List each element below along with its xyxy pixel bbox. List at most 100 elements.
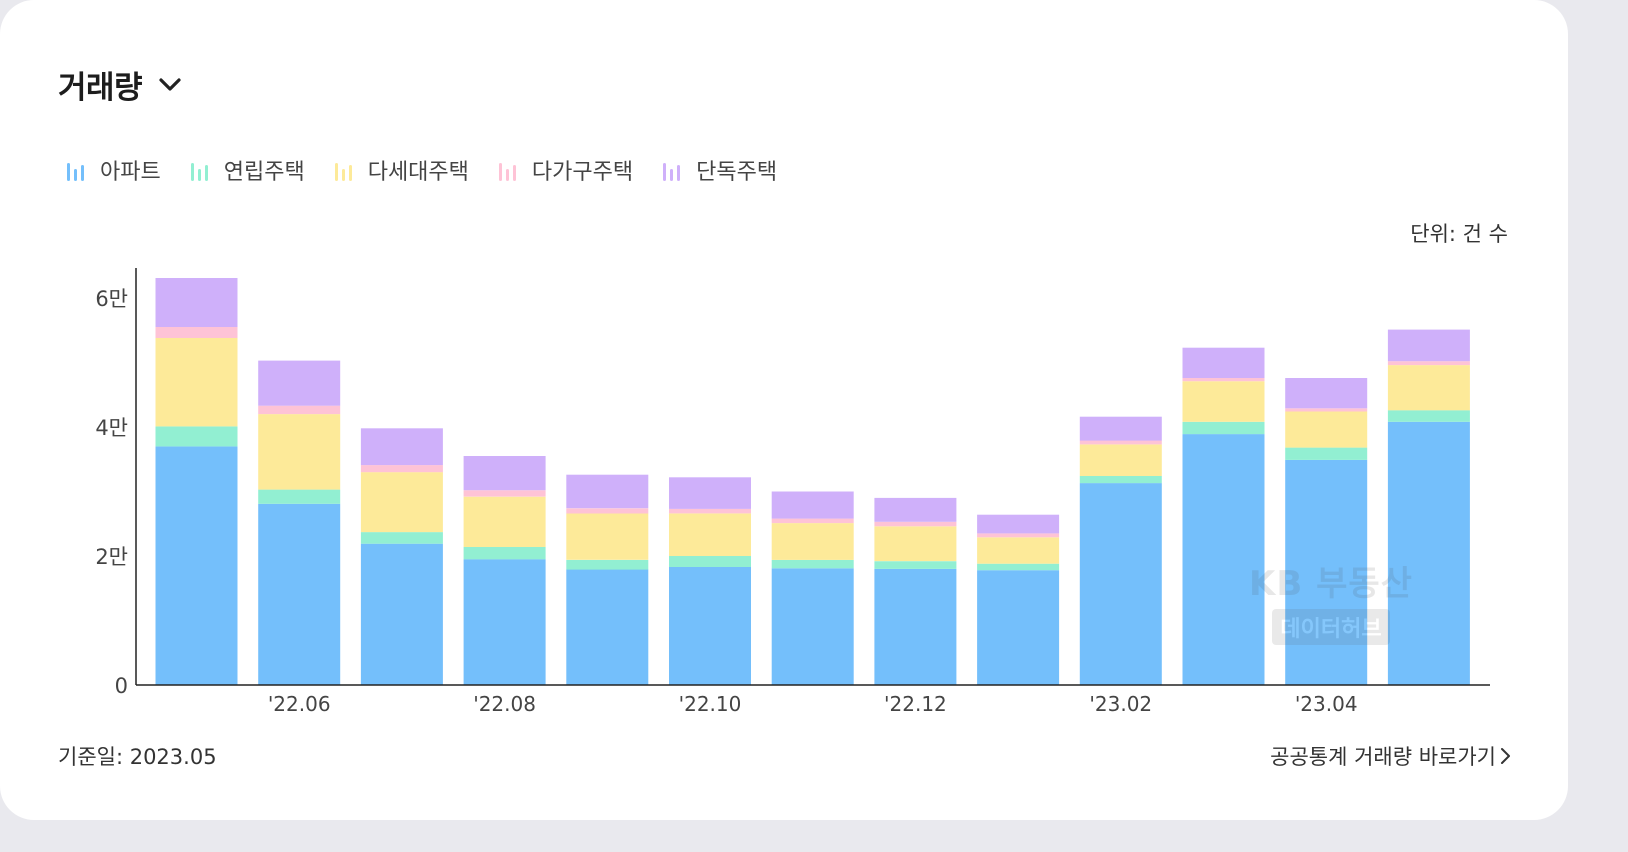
x-tick-label: '22.12 — [884, 692, 947, 716]
bar-segment[interactable] — [1079, 483, 1162, 685]
bar-segment[interactable] — [155, 278, 238, 327]
bar-segment[interactable] — [155, 327, 238, 338]
bar-segment[interactable] — [566, 474, 649, 509]
legend-item-detached[interactable]: 단독주택 — [660, 154, 777, 186]
x-tick-label: '22.10 — [679, 692, 742, 716]
bar-segment[interactable] — [463, 559, 546, 685]
public-stats-link-label: 공공통계 거래량 바로가기 — [1270, 745, 1496, 769]
bar-segment[interactable] — [874, 521, 957, 527]
bar-segment[interactable] — [258, 414, 341, 490]
bar-segment[interactable] — [1387, 365, 1470, 411]
bar-segment[interactable] — [977, 514, 1060, 534]
bar-segment[interactable] — [1387, 410, 1470, 422]
bar-segment[interactable] — [258, 360, 341, 406]
bar-segment[interactable] — [771, 568, 854, 685]
bar-segment[interactable] — [669, 556, 751, 567]
bar-chart-icon — [188, 157, 212, 183]
legend-item-rowhouse[interactable]: 연립주택 — [188, 154, 305, 186]
legend-label: 연립주택 — [223, 160, 305, 185]
bar-segment[interactable] — [1285, 378, 1368, 409]
bar-segment[interactable] — [1182, 378, 1265, 382]
bar-segment[interactable] — [360, 428, 443, 466]
unit-label: 단위: 건 수 — [1410, 222, 1508, 246]
bar-segment[interactable] — [977, 563, 1060, 571]
bar-segment[interactable] — [566, 513, 649, 560]
chevron-right-icon — [1501, 748, 1510, 764]
bar-segment[interactable] — [360, 472, 443, 533]
bar-segment[interactable] — [1079, 444, 1162, 476]
trade-volume-card: 거래량 아파트 연립주택 다세대주택 다가구주택 — [0, 0, 1568, 820]
bar-segment[interactable] — [1285, 411, 1368, 448]
public-stats-link[interactable]: 공공통계 거래량 바로가기 — [1270, 741, 1512, 771]
bar-segment[interactable] — [1285, 447, 1368, 460]
bar-segment[interactable] — [669, 567, 751, 685]
stacked-bar-chart: 0 2만 4만 6만 '22.06 '22.08 '22.10 '22.12 '23.02 '23… — [95, 268, 1490, 716]
chart-svg: 0 2만 4만 6만 '22.06 '22.08 '22.10 '22.12 '23.02 '23… — [95, 268, 1490, 716]
legend-item-apartment[interactable]: 아파트 — [64, 154, 161, 186]
bar-segment[interactable] — [1387, 361, 1470, 366]
bar-segment[interactable] — [155, 426, 238, 447]
bar-segment[interactable] — [360, 543, 443, 685]
bar-segment[interactable] — [1182, 347, 1265, 378]
chart-legend: 아파트 연립주택 다세대주택 다가구주택 단독주택 — [64, 154, 804, 186]
legend-label: 단독주택 — [696, 160, 778, 185]
bar-segment[interactable] — [1387, 421, 1470, 685]
bar-chart-icon — [64, 157, 88, 183]
legend-item-multiplex[interactable]: 다세대주택 — [332, 154, 469, 186]
bar-segment[interactable] — [669, 477, 751, 509]
bar-segment[interactable] — [155, 338, 238, 427]
bar-segment[interactable] — [463, 490, 546, 497]
y-tick-label: 4만 — [95, 416, 128, 440]
bar-segment[interactable] — [771, 491, 854, 519]
bar-segment[interactable] — [771, 559, 854, 569]
bar-segment[interactable] — [1387, 329, 1470, 362]
bar-segment[interactable] — [977, 533, 1060, 538]
chevron-down-icon[interactable] — [158, 77, 182, 93]
bar-segment[interactable] — [1182, 421, 1265, 435]
x-tick-label: '23.02 — [1089, 692, 1152, 716]
bar-segment[interactable] — [1079, 416, 1162, 441]
bar-segment[interactable] — [977, 570, 1060, 685]
x-tick-label: '22.08 — [473, 692, 536, 716]
bar-segment[interactable] — [360, 532, 443, 544]
y-tick-label: 0 — [115, 674, 128, 698]
legend-label: 다가구주택 — [531, 160, 634, 185]
bar-segment[interactable] — [1182, 381, 1265, 422]
legend-item-multifamily[interactable]: 다가구주택 — [496, 154, 633, 186]
bar-segment[interactable] — [463, 547, 546, 560]
bar-segment[interactable] — [874, 526, 957, 562]
base-date: 기준일: 2023.05 — [58, 745, 217, 769]
bar-segment[interactable] — [258, 489, 341, 504]
bar-segment[interactable] — [258, 405, 341, 415]
bar-segment[interactable] — [669, 513, 751, 556]
bar-chart-icon — [332, 157, 356, 183]
bar-chart-icon — [660, 157, 684, 183]
bar-segment[interactable] — [258, 503, 341, 685]
bar-segment[interactable] — [1285, 459, 1368, 685]
x-tick-label: '22.06 — [268, 692, 331, 716]
bar-chart-icon — [496, 157, 520, 183]
bar-segment[interactable] — [874, 497, 957, 522]
y-tick-label: 2만 — [95, 545, 128, 569]
y-tick-label: 6만 — [95, 287, 128, 311]
bar-segment[interactable] — [874, 568, 957, 685]
bar-segment[interactable] — [463, 496, 546, 547]
bar-segment[interactable] — [463, 456, 546, 491]
bar-segment[interactable] — [1079, 476, 1162, 484]
bar-segment[interactable] — [566, 559, 649, 570]
bar-segment[interactable] — [566, 508, 649, 514]
bar-segment[interactable] — [360, 465, 443, 473]
bar-segment[interactable] — [1079, 440, 1162, 445]
x-tick-label: '23.04 — [1295, 692, 1358, 716]
bar-segment[interactable] — [771, 518, 854, 524]
legend-label: 다세대주택 — [367, 160, 469, 185]
bar-segment[interactable] — [1182, 434, 1265, 685]
bar-segment[interactable] — [771, 523, 854, 560]
bar-segment[interactable] — [977, 537, 1060, 564]
bar-segment[interactable] — [669, 508, 751, 514]
bar-segment[interactable] — [874, 561, 957, 569]
bar-segment[interactable] — [1285, 408, 1368, 412]
title-dropdown[interactable]: 거래량 — [58, 62, 182, 107]
bar-segment[interactable] — [566, 569, 649, 686]
bar-segment[interactable] — [155, 446, 238, 685]
